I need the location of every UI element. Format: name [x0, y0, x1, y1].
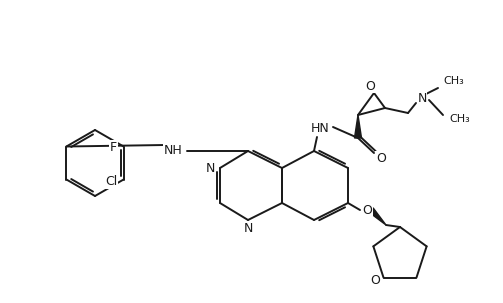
Text: O: O — [362, 204, 372, 217]
Text: N: N — [205, 161, 215, 175]
Text: O: O — [376, 152, 386, 165]
Polygon shape — [355, 115, 362, 138]
Text: CH₃: CH₃ — [449, 114, 470, 124]
Text: CH₃: CH₃ — [443, 76, 464, 86]
Text: HN: HN — [311, 122, 329, 135]
Text: F: F — [110, 141, 117, 154]
Text: Cl: Cl — [106, 175, 118, 188]
Text: O: O — [371, 274, 380, 287]
Text: O: O — [365, 79, 375, 92]
Text: NH: NH — [163, 145, 183, 158]
Text: N: N — [243, 222, 253, 235]
Text: N: N — [417, 92, 427, 105]
Polygon shape — [369, 208, 386, 225]
